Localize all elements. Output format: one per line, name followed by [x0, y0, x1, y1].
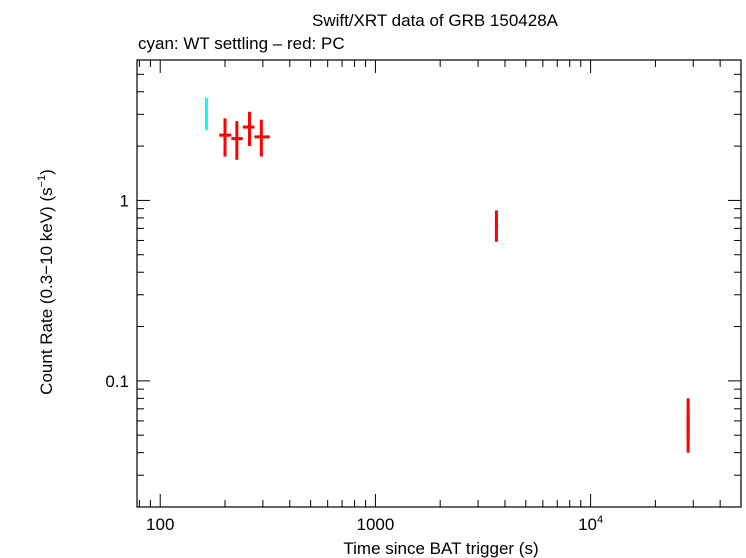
y-tick-label: 0.1	[105, 372, 129, 391]
x-axis-label: Time since BAT trigger (s)	[343, 539, 538, 558]
chart-title: Swift/XRT data of GRB 150428A	[312, 11, 559, 30]
y-axis-label-main: Count Rate (0.3−10 keV) (s	[37, 187, 56, 394]
axis-ticks	[137, 59, 742, 508]
data-point	[494, 210, 499, 242]
data-point	[242, 111, 255, 147]
x-tick-label-base: 10	[578, 515, 597, 534]
data-point	[686, 413, 690, 453]
data-point	[204, 97, 208, 131]
y-tick-label: 1	[120, 191, 129, 210]
data-points	[204, 97, 690, 453]
tick-labels: 100 1000 104 0.1 1	[105, 191, 603, 534]
y-axis-label: Count Rate (0.3−10 keV) (s−1)	[36, 169, 56, 395]
x-tick-label: 1000	[356, 515, 394, 534]
x-tick-label: 104	[578, 514, 603, 534]
chart-subtitle: cyan: WT settling – red: PC	[138, 34, 345, 53]
x-tick-label: 100	[146, 515, 174, 534]
y-axis-label-end: )	[37, 169, 56, 175]
plot-frame	[136, 59, 742, 508]
data-point	[219, 118, 232, 157]
data-point	[254, 119, 270, 157]
y-axis-label-sup: −1	[36, 175, 48, 188]
plot-border	[136, 59, 742, 508]
data-point	[231, 121, 243, 160]
x-tick-label-exp: 4	[597, 514, 603, 526]
